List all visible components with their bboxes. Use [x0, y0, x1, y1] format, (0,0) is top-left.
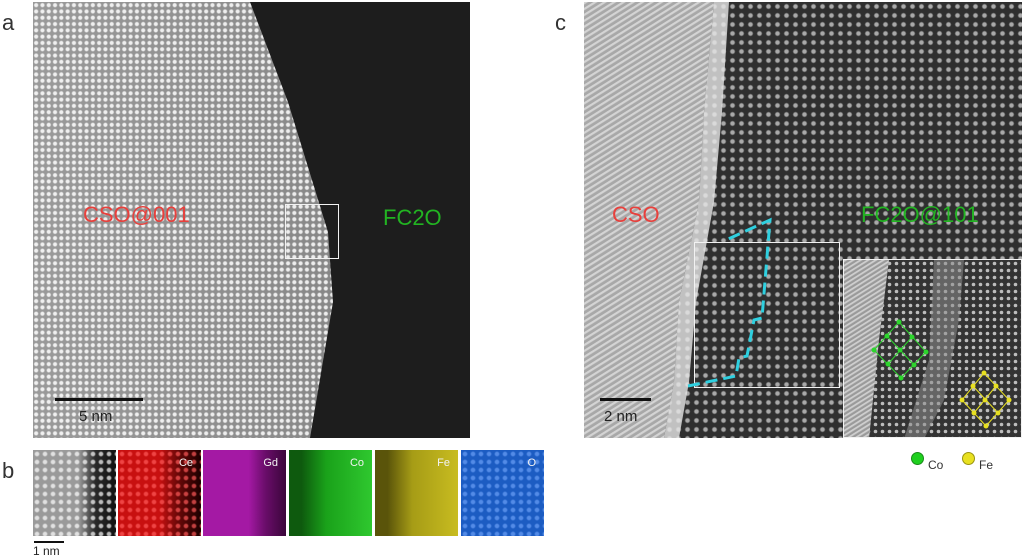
panel-a-fc2o-label: FC2O	[383, 205, 442, 230]
map-fe-label: Fe	[437, 457, 450, 469]
legend-fe-dot	[962, 452, 975, 465]
map-gd: Gd	[203, 450, 286, 536]
panel-a-cso-label: CSO@001	[83, 202, 190, 227]
map-ce-label: Ce	[178, 457, 193, 469]
panel-a-selection-box	[285, 204, 339, 259]
panel-c-fc2o-label: FC2O@101	[861, 202, 979, 227]
map-co: Co	[289, 450, 372, 536]
panel-c-scale-label: 2 nm	[604, 408, 638, 425]
panel-a-scale-label: 5 nm	[79, 408, 113, 425]
panel-label-b: b	[2, 458, 15, 483]
panel-c-cso-phase	[584, 2, 729, 438]
panel-c-inset	[843, 259, 1022, 438]
panel-label-c: c	[555, 10, 566, 35]
map-fe: Fe	[375, 450, 458, 536]
panel-c-inset-lattice	[844, 260, 1021, 437]
panel-b-scalebar	[34, 541, 64, 543]
map-o: O	[461, 450, 544, 536]
panel-c-cso-label: CSO	[612, 202, 660, 227]
panel-c-selection-box	[694, 242, 840, 388]
panel-a-scalebar	[55, 398, 143, 401]
legend-co-label: Co	[928, 458, 944, 472]
legend-co-dot	[911, 452, 924, 465]
panel-c-scalebar	[600, 398, 651, 401]
map-o-label: O	[527, 457, 536, 469]
panel-c-micrograph: CSO FC2O@101 2 nm	[584, 2, 1022, 438]
panel-a-micrograph: CSO@001 FC2O 5 nm	[33, 2, 470, 438]
legend-fe-label: Fe	[979, 458, 994, 472]
panel-a-dark-phase	[250, 2, 470, 438]
map-haadf	[33, 450, 116, 536]
panel-b-scale-label: 1 nm	[33, 544, 60, 558]
map-gd-label: Gd	[263, 457, 278, 469]
panel-c-boundary-trace	[687, 217, 772, 388]
map-ce: Ce	[118, 450, 201, 536]
panel-label-a: a	[2, 10, 15, 35]
map-co-label: Co	[349, 457, 364, 469]
